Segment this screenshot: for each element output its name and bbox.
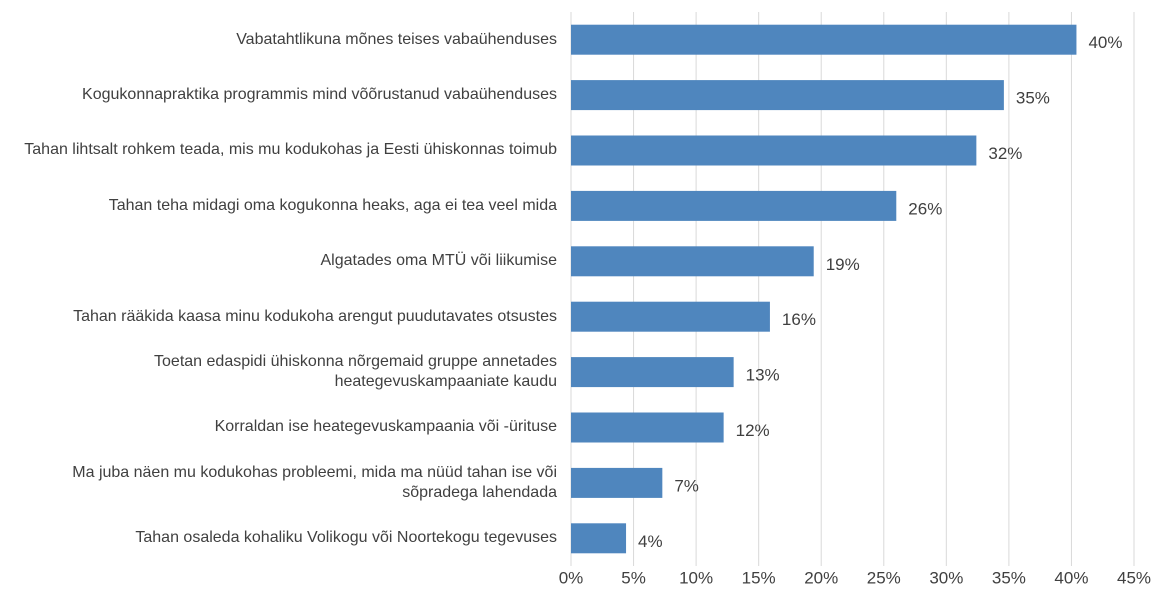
- x-tick-label: 30%: [929, 568, 963, 587]
- value-label: 12%: [736, 421, 770, 440]
- bar: [571, 135, 977, 166]
- bar: [571, 412, 724, 443]
- category-label: Kogukonnapraktika programmis mind võõrus…: [82, 86, 557, 104]
- value-label: 19%: [826, 255, 860, 274]
- value-label: 32%: [988, 144, 1022, 163]
- value-label: 16%: [782, 310, 816, 329]
- x-tick-label: 5%: [621, 568, 646, 587]
- x-tick-label: 35%: [992, 568, 1026, 587]
- category-label: Tahan lihtsalt rohkem teada, mis mu kodu…: [24, 141, 557, 159]
- category-label: Algatades oma MTÜ või liikumise: [320, 252, 557, 270]
- category-label: Korraldan ise heategevuskampaania või -ü…: [214, 418, 557, 436]
- bar: [571, 301, 770, 332]
- x-tick-label: 25%: [867, 568, 901, 587]
- category-label: Tahan osaleda kohaliku Volikogu või Noor…: [135, 529, 557, 547]
- category-label: Ma juba näen mu kodukohas probleemi, mid…: [72, 463, 557, 501]
- bar: [571, 357, 734, 388]
- bar: [571, 190, 897, 221]
- x-tick-label: 0%: [559, 568, 584, 587]
- x-tick-label: 40%: [1054, 568, 1088, 587]
- x-tick-label: 20%: [804, 568, 838, 587]
- bar: [571, 246, 814, 277]
- x-tick-label: 45%: [1117, 568, 1151, 587]
- x-tick-label: 15%: [742, 568, 776, 587]
- value-label: 40%: [1088, 33, 1122, 52]
- bar: [571, 24, 1077, 55]
- value-label: 26%: [908, 199, 942, 218]
- value-label: 35%: [1016, 89, 1050, 108]
- bar: [571, 80, 1004, 111]
- category-label: Toetan edaspidi ühiskonna nõrgemaid grup…: [154, 353, 557, 391]
- value-label: 7%: [674, 476, 699, 495]
- category-label: Vabatahtlikuna mõnes teises vabaühenduse…: [236, 30, 557, 48]
- category-label: Tahan rääkida kaasa minu kodukoha arengu…: [73, 307, 557, 325]
- x-tick-label: 10%: [679, 568, 713, 587]
- bar: [571, 467, 663, 498]
- category-label: Tahan teha midagi oma kogukonna heaks, a…: [108, 196, 557, 214]
- bar: [571, 523, 627, 554]
- value-label: 13%: [746, 366, 780, 385]
- value-label: 4%: [638, 532, 663, 551]
